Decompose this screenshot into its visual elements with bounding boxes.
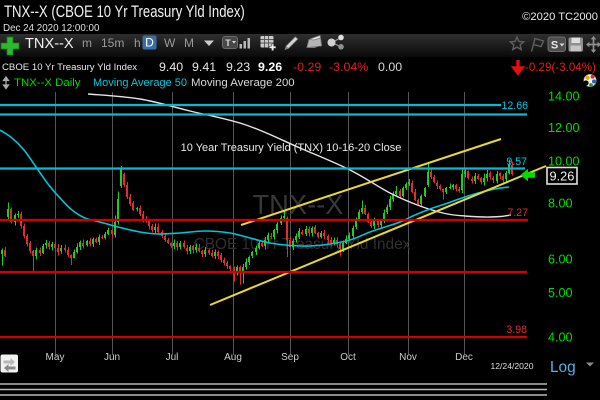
svg-text:Moving Average 50: Moving Average 50 [93,77,187,89]
svg-text:TNX--X: TNX--X [25,36,74,52]
svg-text:9.26: 9.26 [258,60,282,74]
svg-text:4.00: 4.00 [548,331,573,345]
svg-text:14.00: 14.00 [548,90,580,104]
svg-text:©2020 TC2000: ©2020 TC2000 [522,11,598,23]
svg-text:9.23: 9.23 [226,60,250,74]
svg-text:Dec 24 2020 12:00:00: Dec 24 2020 12:00:00 [3,23,100,34]
svg-text:m: m [82,36,92,50]
svg-text:Aug: Aug [224,352,242,363]
svg-text:9.40: 9.40 [159,60,183,74]
svg-text:Nov: Nov [399,352,417,363]
svg-text:D: D [145,36,154,50]
svg-text:Log: Log [550,359,576,376]
svg-text:Dec: Dec [455,352,473,363]
svg-text:9.57: 9.57 [506,156,527,168]
svg-text:Jul: Jul [166,352,179,363]
svg-text:0.00: 0.00 [378,60,402,74]
svg-text:S: S [551,40,558,52]
svg-text:10.00: 10.00 [548,155,580,169]
svg-text:Sep: Sep [281,352,299,363]
svg-text:12.00: 12.00 [548,121,580,135]
svg-text:W: W [164,36,176,50]
svg-text:12.66: 12.66 [501,100,528,112]
svg-text:5.00: 5.00 [548,286,573,300]
svg-text:TNX--X: TNX--X [253,189,344,220]
svg-text:Oct: Oct [340,352,356,363]
svg-text:3.98: 3.98 [506,324,527,336]
svg-text:Moving Average 200: Moving Average 200 [191,77,295,89]
svg-text:12/24/2020: 12/24/2020 [490,361,533,371]
svg-text:TNX--X Daily: TNX--X Daily [14,77,81,89]
svg-text:8.00: 8.00 [548,197,573,211]
svg-text:May: May [46,352,65,363]
svg-text:6.00: 6.00 [548,253,573,267]
svg-text:-0.29: -0.29 [293,60,321,74]
svg-text:-0.29(-3.04%): -0.29(-3.04%) [525,61,596,74]
svg-text:10 Year Treasury Yield (TNX) 1: 10 Year Treasury Yield (TNX) 10-16-20 Cl… [181,142,402,154]
svg-text:9.26: 9.26 [550,169,575,184]
svg-text:TNX--X (CBOE 10 Yr Treasury Yl: TNX--X (CBOE 10 Yr Treasury Yld Index) [4,4,245,22]
svg-text:-3.04%: -3.04% [329,60,368,74]
svg-text:M: M [184,36,194,50]
svg-text:9.41: 9.41 [192,60,216,74]
svg-text:7.27: 7.27 [507,207,528,219]
svg-text:T: T [225,38,231,48]
svg-text:h: h [134,36,141,50]
svg-text:CBOE 10 Yr Treasury Yld Index: CBOE 10 Yr Treasury Yld Index [194,236,411,253]
svg-text:15m: 15m [101,36,124,50]
svg-text:Jun: Jun [104,352,120,363]
svg-text:CBOE 10 Yr Treasury Yld Index: CBOE 10 Yr Treasury Yld Index [2,62,137,73]
